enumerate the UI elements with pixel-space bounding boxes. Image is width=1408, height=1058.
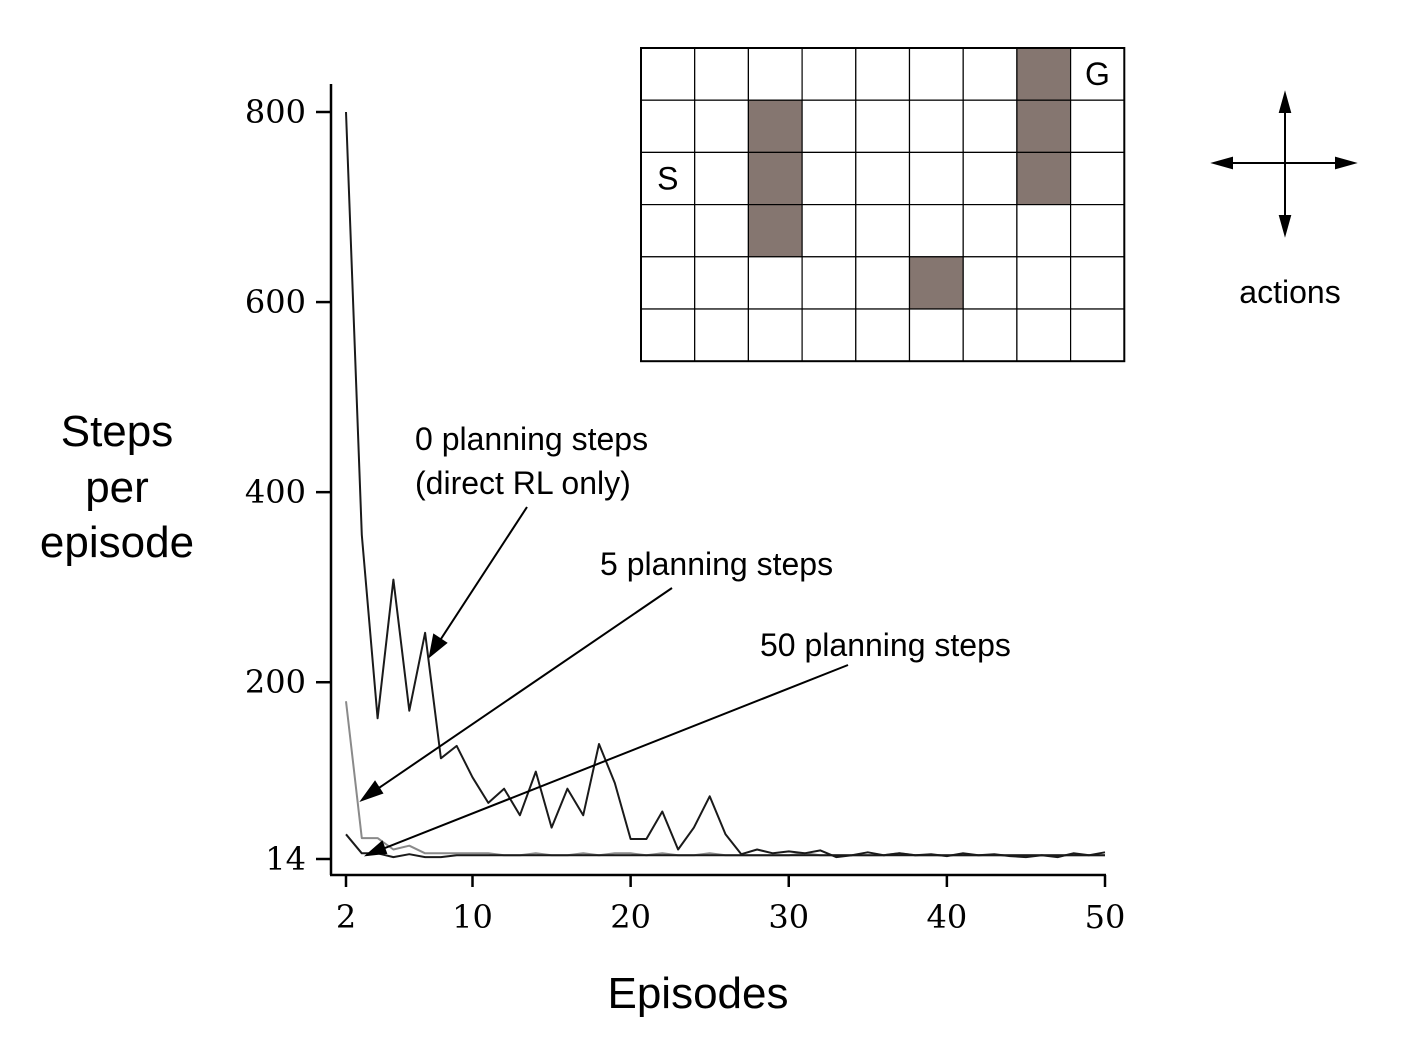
maze-cell — [694, 204, 750, 258]
actions-compass — [1210, 90, 1358, 238]
x-tick-label: 10 — [452, 898, 493, 936]
maze-cell — [694, 47, 750, 101]
maze-cell — [962, 151, 1018, 206]
series-line-0 — [345, 111, 1106, 859]
x-axis-label: Episodes — [607, 969, 788, 1018]
maze-cell — [908, 99, 964, 153]
maze-wall-cell — [747, 151, 803, 206]
x-tick-label: 30 — [768, 898, 809, 936]
maze-cell — [1069, 204, 1125, 258]
maze-cell — [747, 47, 803, 101]
annotation-0-arrowhead — [428, 633, 448, 659]
maze-cell — [908, 308, 964, 362]
maze-cell — [908, 151, 964, 206]
maze-wall-cell — [1016, 151, 1072, 206]
annotation-2-line: 50 planning steps — [760, 627, 1011, 663]
maze-cell — [1069, 256, 1125, 310]
y-tick-label: 600 — [245, 283, 306, 321]
maze-cell — [855, 151, 911, 206]
annotation-2-arrowhead — [363, 840, 388, 857]
maze-cell — [640, 256, 696, 310]
maze-cell — [908, 204, 964, 258]
maze-cell — [801, 99, 857, 153]
maze-wall-cell — [1016, 47, 1072, 101]
maze-border — [640, 47, 1126, 363]
maze-cell — [640, 99, 696, 153]
y-tick-label: 200 — [245, 663, 306, 701]
maze-cell — [855, 47, 911, 101]
arrow-right-icon-head — [1335, 156, 1358, 170]
arrow-up-icon-head — [1278, 90, 1292, 113]
y-tick-label: 400 — [245, 473, 306, 511]
maze-wall-cell — [747, 204, 803, 258]
annotations: 0 planning steps (direct RL only) 5 plan… — [415, 421, 1011, 663]
annotation-arrows — [359, 506, 849, 857]
maze-grid: SG — [640, 47, 1126, 363]
y-axis-label-line: per — [85, 463, 149, 512]
maze-cell — [1016, 256, 1072, 310]
maze-cell — [747, 308, 803, 362]
maze-cell — [855, 308, 911, 362]
maze-start-label: S — [657, 161, 678, 197]
maze-cell — [962, 256, 1018, 310]
maze-cell — [640, 204, 696, 258]
maze-cell — [1016, 308, 1072, 362]
maze-cell — [694, 151, 750, 206]
maze-cell — [962, 308, 1018, 362]
maze-cell — [1016, 204, 1072, 258]
maze-cell — [801, 151, 857, 206]
maze-cell — [1069, 99, 1125, 153]
maze-wall-cell — [1016, 99, 1072, 153]
annotation-1-line: 5 planning steps — [600, 546, 833, 582]
maze-cell — [855, 204, 911, 258]
maze-cell — [962, 47, 1018, 101]
maze-cell — [801, 256, 857, 310]
x-tick-label: 2 — [336, 898, 356, 936]
x-tick-label: 20 — [610, 898, 651, 936]
maze-cell — [801, 308, 857, 362]
x-tick-label: 40 — [927, 898, 968, 936]
y-tick-label: 800 — [245, 93, 306, 131]
maze-goal-label: G — [1085, 56, 1110, 92]
maze-wall-cell — [908, 256, 964, 310]
maze-cell — [962, 99, 1018, 153]
maze-cell — [1069, 151, 1125, 206]
plot-axes — [329, 84, 1106, 877]
y-tick-label: 14 — [265, 840, 306, 878]
maze-wall-cell — [747, 99, 803, 153]
annotation-0-line: 0 planning steps — [415, 421, 648, 457]
annotation-2-arrow-shaft — [379, 664, 849, 851]
maze-cell — [855, 256, 911, 310]
y-axis-label-line: Steps — [61, 407, 174, 456]
maze-cell — [801, 204, 857, 258]
maze-cell — [801, 47, 857, 101]
y-axis-ticks: 14 200 400 600 800 — [245, 93, 331, 878]
maze-cell — [962, 204, 1018, 258]
annotation-1-arrowhead — [359, 780, 384, 802]
maze-cell — [747, 256, 803, 310]
maze-cell — [1069, 308, 1125, 362]
y-axis-label: Steps per episode — [40, 407, 194, 567]
maze-cell — [908, 47, 964, 101]
maze-cell — [694, 308, 750, 362]
x-tick-label: 50 — [1085, 898, 1126, 936]
maze-cell — [855, 99, 911, 153]
arrow-left-icon-head — [1210, 156, 1233, 170]
annotation-0-line: (direct RL only) — [415, 465, 631, 501]
arrow-down-icon-head — [1278, 215, 1292, 238]
annotation-1-arrow-shaft — [372, 587, 673, 793]
maze-cell — [694, 256, 750, 310]
annotation-0-arrow-shaft — [436, 506, 528, 646]
y-axis-label-line: episode — [40, 518, 194, 567]
maze-cell — [694, 99, 750, 153]
maze-cell — [640, 308, 696, 362]
actions-label: actions — [1239, 274, 1340, 310]
x-axis-ticks: 2 10 20 30 40 50 — [336, 875, 1126, 936]
plot-series — [345, 111, 1106, 859]
maze-cell — [640, 47, 696, 101]
